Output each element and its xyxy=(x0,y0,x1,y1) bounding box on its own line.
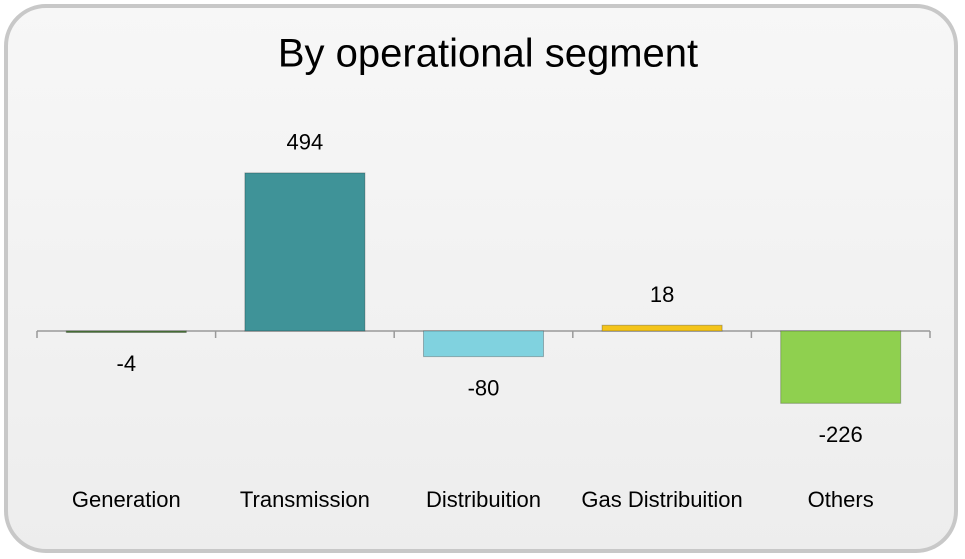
data-label: 18 xyxy=(650,282,674,307)
x-tick-label: Distribuition xyxy=(426,487,541,512)
data-label: -80 xyxy=(468,375,500,400)
bar xyxy=(601,324,723,332)
x-tick-label: Generation xyxy=(71,487,181,512)
bar xyxy=(244,172,366,332)
bar xyxy=(65,330,187,333)
data-label: -226 xyxy=(819,422,863,447)
chart-title: By operational segment xyxy=(278,32,698,76)
data-label: 494 xyxy=(287,130,324,155)
data-label: -4 xyxy=(117,351,137,376)
panel xyxy=(4,4,958,553)
x-tick-label: Gas Distribuition xyxy=(581,487,743,512)
x-tick-label: Transmission xyxy=(239,487,370,512)
bar xyxy=(423,330,544,358)
x-tick-label: Others xyxy=(807,487,874,512)
bar xyxy=(780,330,902,404)
